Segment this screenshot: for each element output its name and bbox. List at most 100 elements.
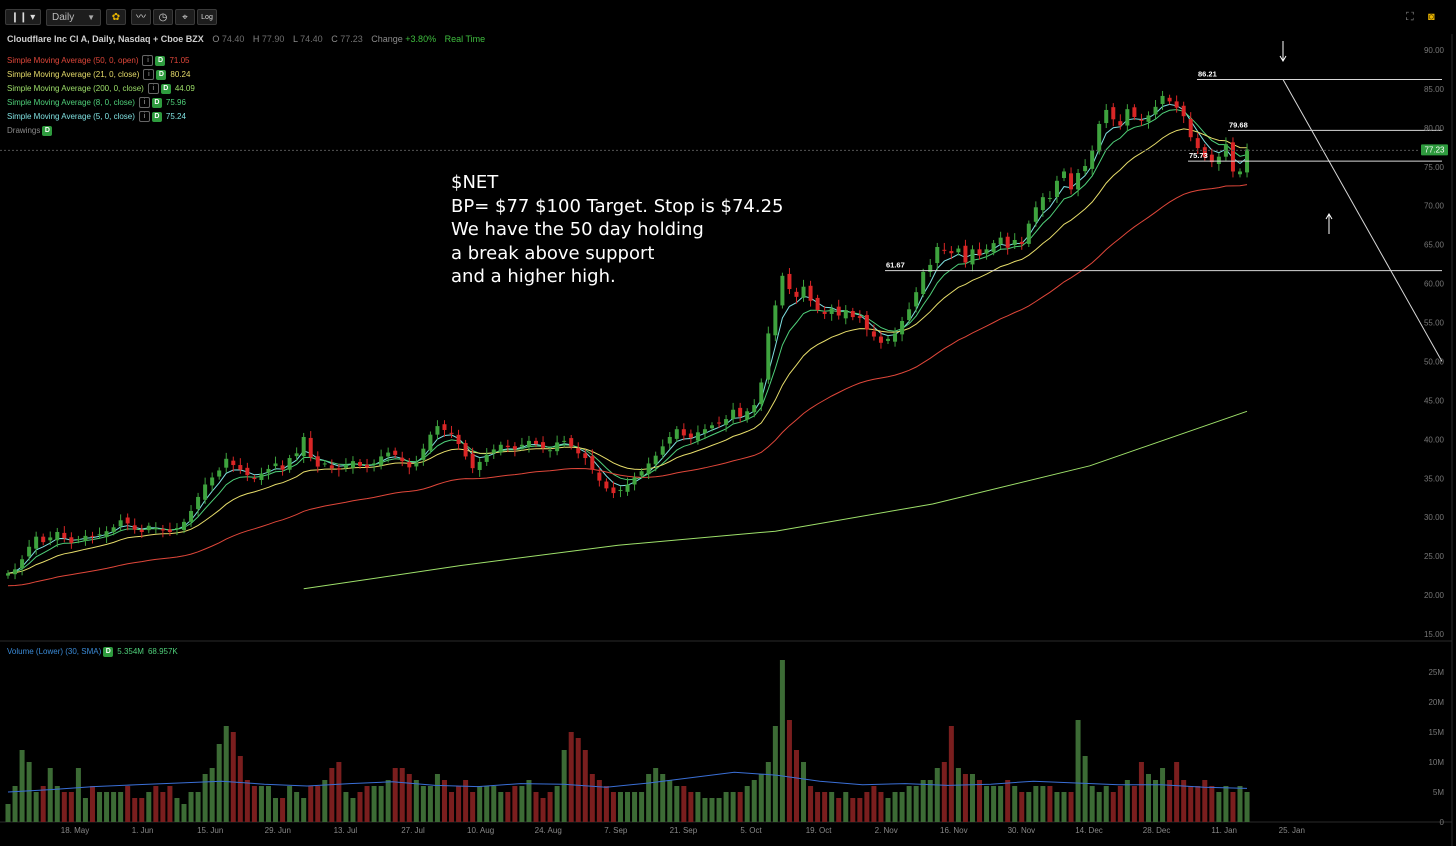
volume-bar [343, 792, 349, 822]
volume-bar [1153, 780, 1159, 822]
time-tick-label: 30. Nov [1008, 826, 1036, 835]
volume-bar [625, 792, 631, 822]
volume-bar [941, 762, 947, 822]
settings-gear-icon[interactable]: ✿ [106, 9, 126, 25]
volume-bar [420, 786, 426, 822]
interval-select[interactable]: Daily ▼ [46, 9, 101, 26]
volume-bar [512, 786, 518, 822]
volume-study[interactable]: Volume (Lower) (30, SMA) D 5.354M 68.957K [7, 646, 178, 657]
volume-bar [174, 798, 180, 822]
volume-bar [413, 780, 419, 822]
volume-bar [273, 798, 279, 822]
study-sma50[interactable]: Simple Moving Average (50, 0, open) i D 71.… [7, 55, 190, 67]
study-sma5[interactable]: Simple Moving Average (5, 0, close) i D 75.… [7, 111, 186, 123]
volume-bar [871, 786, 877, 822]
volume-bar [216, 744, 222, 822]
change-value: +3.80% [405, 34, 437, 44]
volume-bar [688, 792, 694, 822]
price-tick-label: 85.00 [1424, 85, 1445, 94]
candle-body [160, 529, 165, 531]
price-tick-label: 60.00 [1424, 280, 1445, 289]
volume-tick-label: 20M [1428, 698, 1444, 707]
candle-body [20, 559, 25, 569]
candle-body [780, 275, 785, 306]
camera-icon[interactable]: ◙ [1428, 11, 1435, 23]
volume-bar [913, 786, 919, 822]
info-icon[interactable]: i [143, 69, 155, 81]
candle-body [90, 535, 95, 537]
volume-bar [653, 768, 659, 822]
open-label: O [212, 34, 220, 44]
volume-bar [230, 732, 236, 822]
volume-bar [815, 792, 821, 822]
candle-body [315, 456, 320, 467]
volume-bar [955, 768, 961, 822]
candle-body [963, 245, 968, 263]
candle-body [55, 531, 60, 541]
fullscreen-icon[interactable]: ⛶ [1406, 11, 1414, 23]
volume-bar [554, 786, 560, 822]
study-value: 44.09 [174, 84, 195, 93]
study-sma8[interactable]: Simple Moving Average (8, 0, close) i D 75.… [7, 97, 186, 109]
toolbar: ❙❙ ▾ Daily ▼ ✿ 〰 ◷ ⌖ Log ⛶ ◙ [0, 0, 1456, 34]
d-badge[interactable]: D [155, 55, 166, 66]
candle-body [1238, 171, 1242, 175]
study-sma200[interactable]: Simple Moving Average (200, 0, close) i D 4… [7, 83, 195, 95]
d-badge[interactable]: D [103, 646, 114, 657]
candle-body [1167, 97, 1172, 102]
info-icon[interactable]: i [147, 83, 159, 95]
volume-bar [308, 786, 314, 822]
volume-bar [632, 792, 638, 822]
d-badge[interactable]: D [151, 111, 162, 122]
compare-icon[interactable]: 〰 [131, 9, 151, 25]
volume-bar [1209, 786, 1215, 822]
candle-body [421, 448, 426, 460]
time-tick-label: 10. Aug [467, 826, 494, 835]
volume-bar [561, 750, 567, 822]
low-value: 74.40 [300, 34, 323, 44]
price-tick-label: 20.00 [1424, 591, 1445, 600]
volume-bar [899, 792, 905, 822]
volume-bar [1110, 792, 1116, 822]
chart-style-button[interactable]: ❙❙ ▾ [5, 9, 41, 25]
price-level-label: 61.67 [886, 261, 905, 270]
candle-body [632, 477, 637, 485]
volume-bar [998, 786, 1004, 822]
price-tick-label: 25.00 [1424, 552, 1445, 561]
log-scale-button[interactable]: Log [197, 9, 217, 25]
price-level-label: 79.68 [1229, 120, 1248, 129]
sma200-line [303, 410, 1248, 590]
drawings-row[interactable]: Drawings D [7, 125, 53, 136]
candle-body [970, 249, 975, 265]
volume-bar [519, 786, 525, 822]
study-sma21[interactable]: Simple Moving Average (21, 0, close) i D 80… [7, 69, 190, 81]
clock-icon[interactable]: ◷ [153, 9, 173, 25]
candle-body [1047, 197, 1052, 199]
candle-body [519, 444, 524, 447]
info-icon[interactable]: i [138, 97, 150, 109]
candle-body [449, 432, 454, 434]
d-badge[interactable]: D [156, 69, 167, 80]
candle-body [752, 405, 757, 413]
info-icon[interactable]: i [142, 55, 154, 67]
volume-sma [7, 771, 1248, 793]
candle-body [808, 285, 813, 301]
volume-bar [26, 762, 32, 822]
d-badge[interactable]: D [160, 83, 171, 94]
study-label: Simple Moving Average (21, 0, close) [7, 70, 140, 79]
candles [6, 90, 1250, 580]
crosshair-icon[interactable]: ⌖ [175, 9, 195, 25]
price-tick-label: 65.00 [1424, 241, 1445, 250]
info-icon[interactable]: i [138, 111, 150, 123]
candle-body [794, 291, 799, 297]
time-tick-label: 13. Jul [334, 826, 358, 835]
d-badge[interactable]: D [151, 97, 162, 108]
volume-bar [47, 768, 53, 822]
candle-body [787, 273, 792, 290]
volume-bar [237, 756, 243, 822]
volume-bar [336, 762, 342, 822]
volume-bar [1040, 786, 1046, 822]
time-tick-label: 21. Sep [670, 826, 698, 835]
d-badge[interactable]: D [42, 125, 53, 136]
